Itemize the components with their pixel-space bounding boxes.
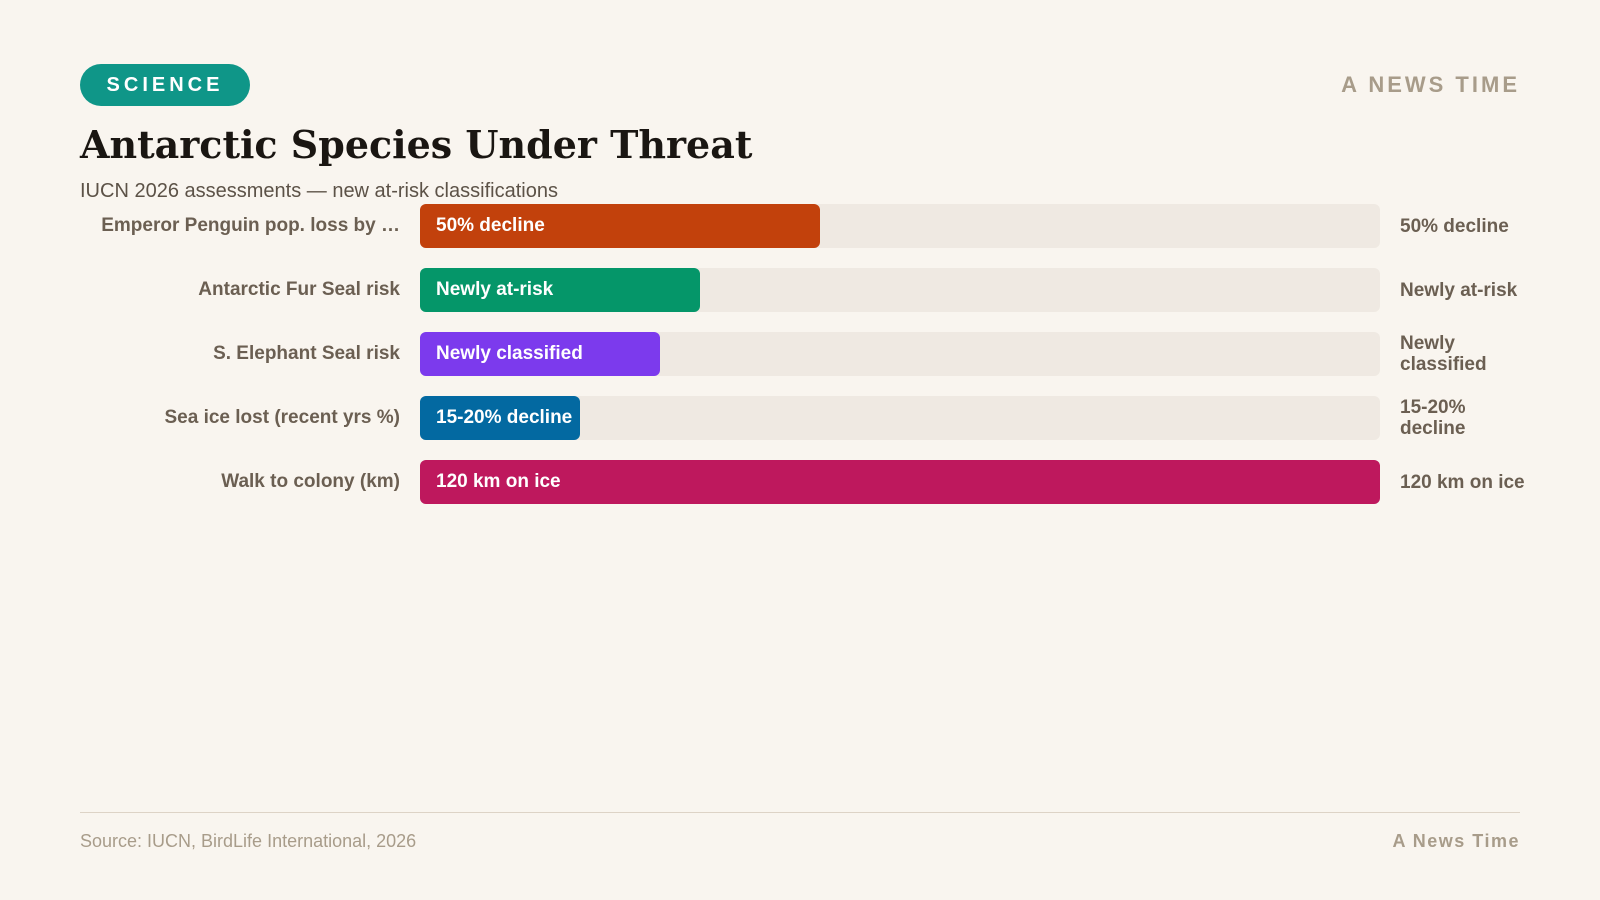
value-label: 120 km on ice	[1400, 471, 1525, 493]
bar-label: 15-20% decline	[436, 407, 573, 428]
category-label: Sea ice lost (recent yrs %)	[164, 407, 401, 428]
section-tag: SCIENCE	[80, 64, 250, 106]
chart-title: Antarctic Species Under Threat	[80, 122, 753, 167]
brand: A NEWS TIME	[1341, 72, 1520, 97]
value-label: Newly classified	[1400, 333, 1487, 375]
bar-track	[420, 396, 1380, 440]
value-label: 15-20% decline	[1400, 397, 1466, 439]
bar	[420, 204, 820, 248]
chart-subtitle: IUCN 2026 assessments — new at-risk clas…	[80, 180, 558, 202]
category-label: Emperor Penguin pop. loss by …	[101, 215, 400, 236]
category-label: Walk to colony (km)	[221, 471, 400, 492]
bar	[420, 332, 660, 376]
bar	[420, 396, 580, 440]
value-label: 50% decline	[1400, 215, 1509, 237]
category-label: S. Elephant Seal risk	[213, 343, 400, 364]
category-label: Antarctic Fur Seal risk	[198, 279, 400, 300]
bar	[420, 268, 700, 312]
bar-label: 120 km on ice	[436, 471, 561, 492]
bar-label: Newly classified	[436, 343, 583, 364]
value-label: Newly at-risk	[1400, 279, 1518, 301]
bar-label: 50% decline	[436, 215, 545, 236]
source: Source: IUCN, BirdLife International, 20…	[80, 831, 417, 851]
footer-brand: A News Time	[1392, 831, 1520, 851]
footer-rule	[80, 812, 1520, 813]
bar	[420, 460, 1380, 504]
bar-label: Newly at-risk	[436, 279, 554, 300]
